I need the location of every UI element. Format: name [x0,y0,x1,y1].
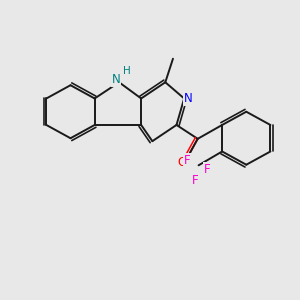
Text: F: F [192,174,198,187]
Text: N: N [184,92,193,105]
Text: H: H [123,66,130,76]
Text: F: F [184,154,191,166]
Text: O: O [178,156,187,169]
Text: F: F [203,163,210,176]
Text: N: N [112,73,121,86]
